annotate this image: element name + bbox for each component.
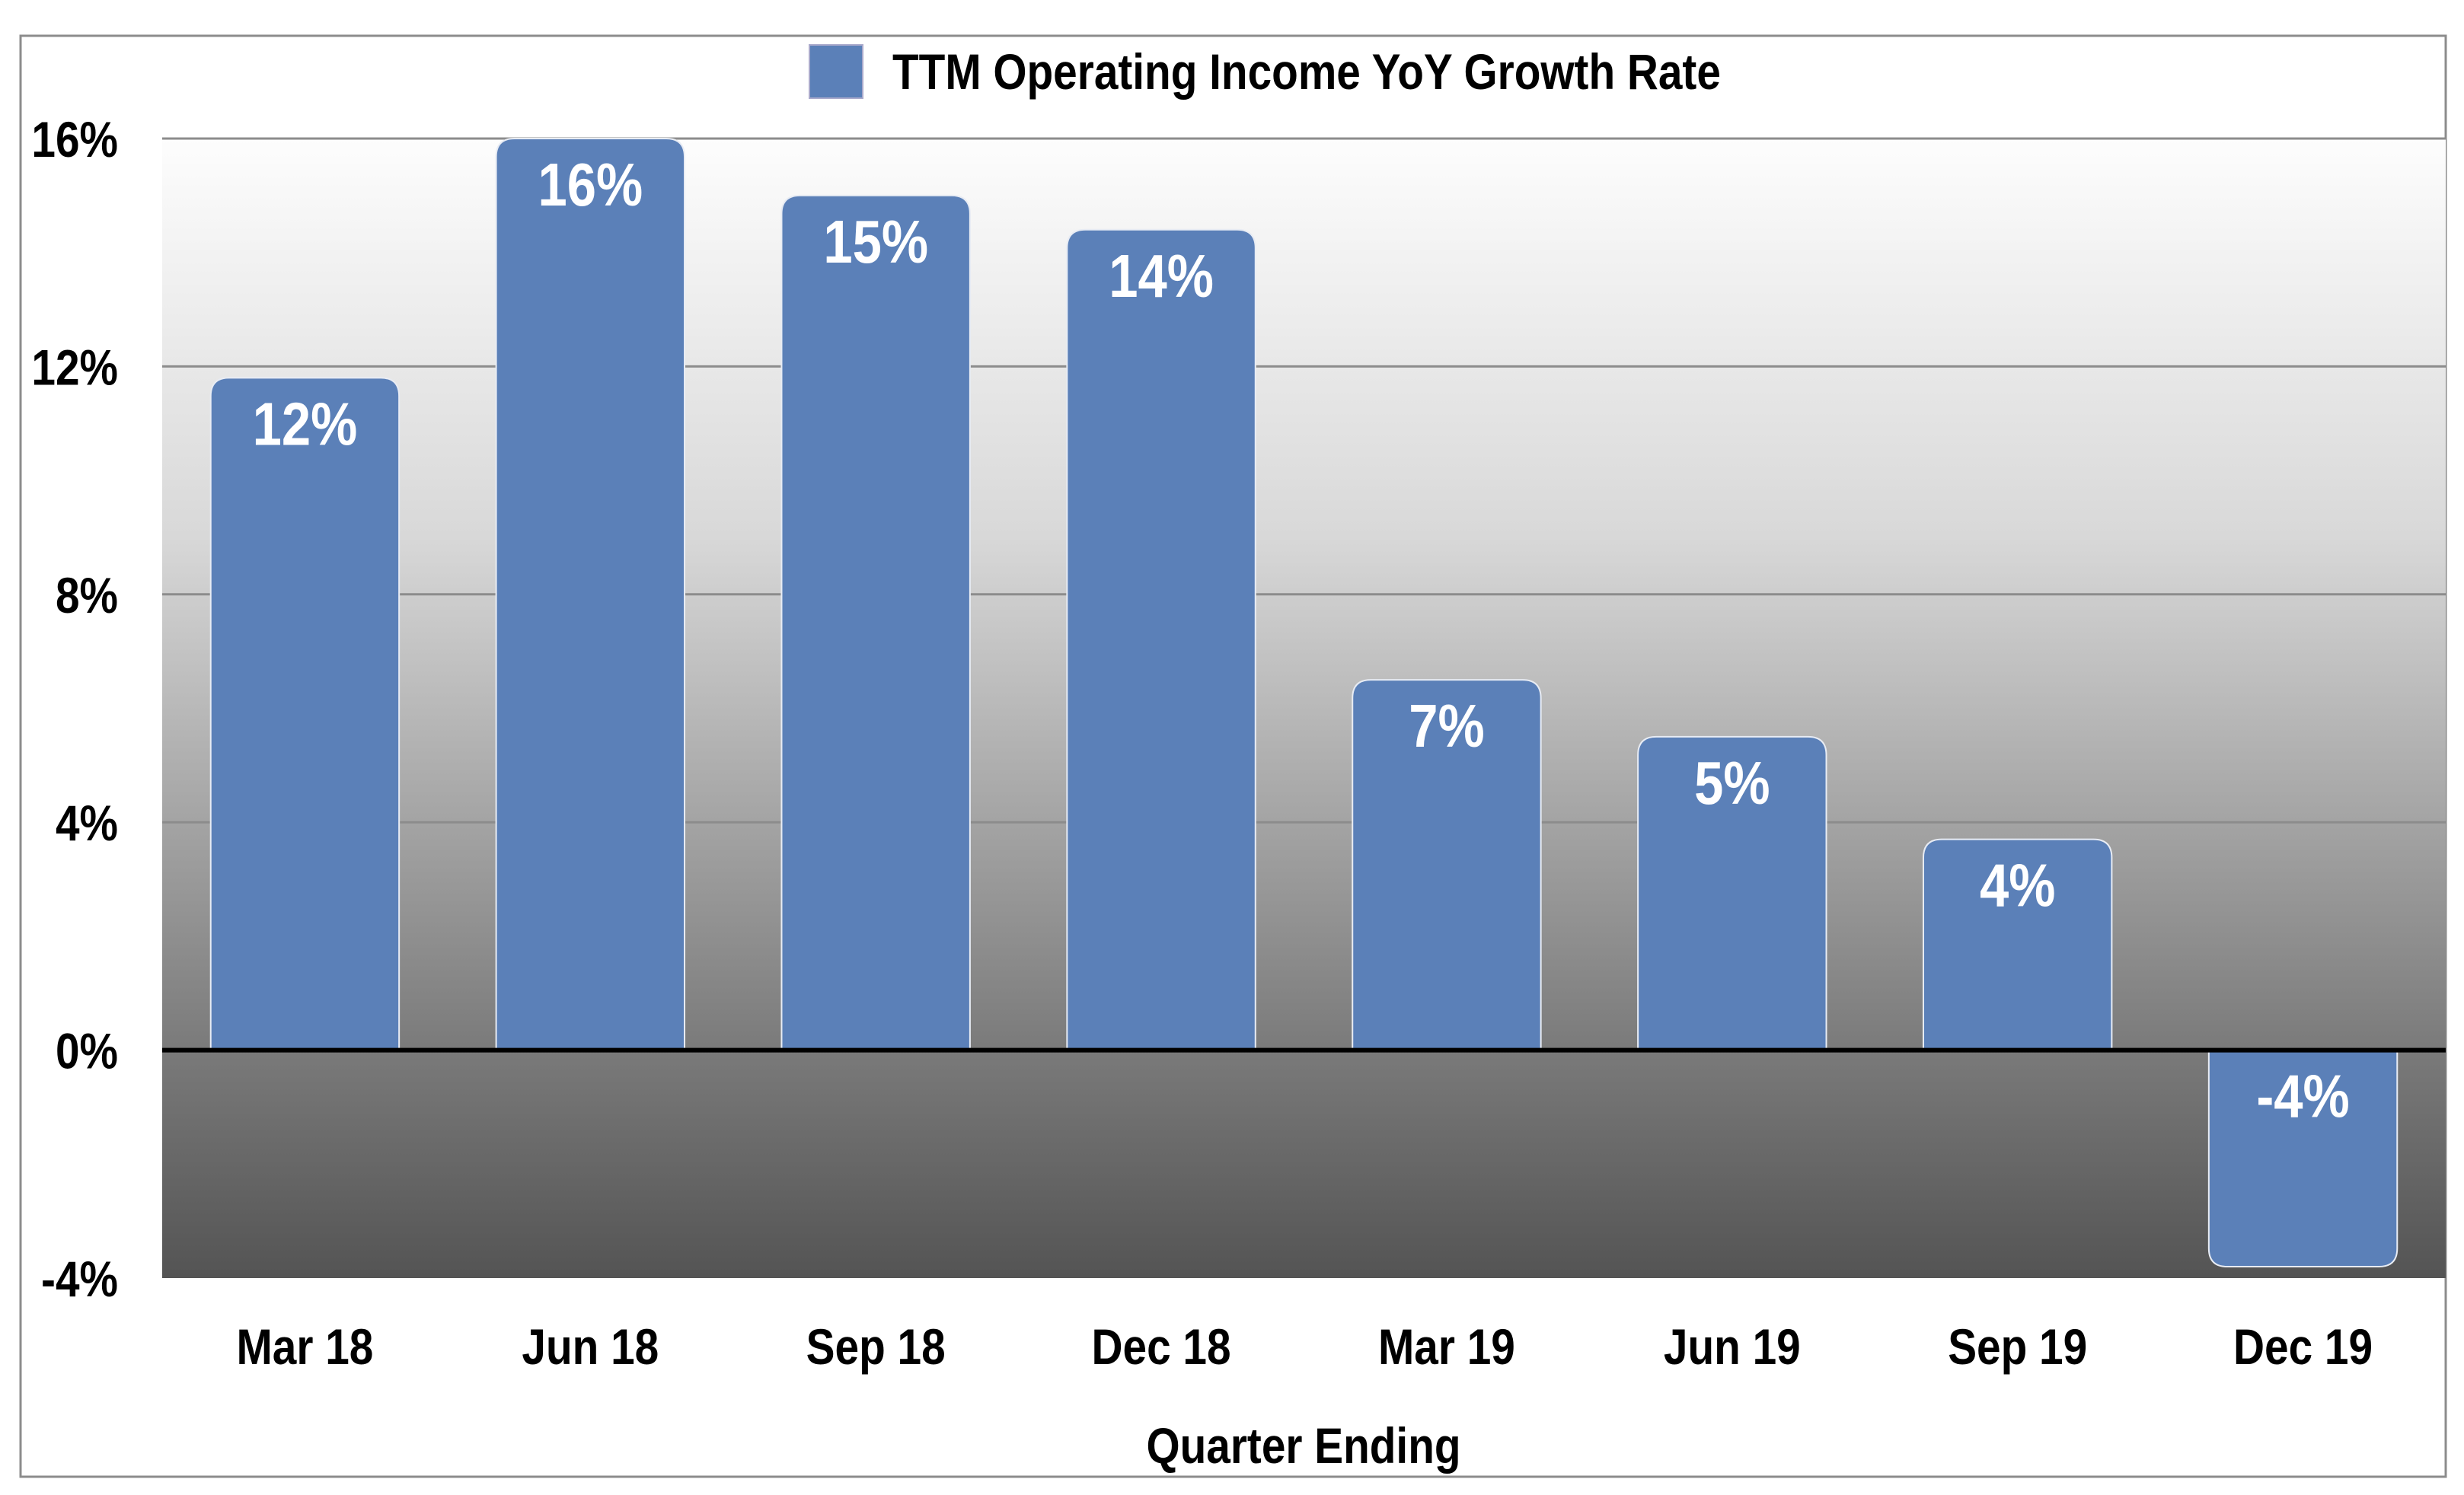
bar [780,194,971,1051]
x-axis-title: Quarter Ending [1146,1418,1460,1474]
legend: TTM Operating Income YoY Growth Rate [809,44,1721,100]
bar [495,138,686,1051]
legend-label: TTM Operating Income YoY Growth Rate [892,44,1721,100]
data-label: 12% [253,389,358,457]
y-tick-label: 8% [56,568,118,624]
x-tick-label: Jun 19 [1664,1319,1801,1375]
y-tick-label: -4% [41,1251,118,1308]
data-label: 14% [1109,241,1214,310]
data-label: 7% [1409,691,1484,760]
x-tick-label: Dec 19 [2233,1319,2373,1375]
data-label: 4% [1980,851,2055,920]
bar [1352,679,1542,1051]
data-label: 5% [1694,748,1770,817]
bar [1637,735,1827,1051]
bar [1066,228,1256,1051]
data-label: -4% [2256,1062,2349,1130]
y-tick-label: 16% [31,112,118,168]
bar [1922,838,2113,1051]
x-tick-label: Sep 18 [806,1319,946,1375]
x-tick-label: Mar 18 [237,1319,374,1375]
y-tick-label: 12% [31,339,118,396]
y-tick-label: 4% [56,795,118,852]
x-tick-label: Jun 18 [522,1319,659,1375]
x-tick-label: Dec 18 [1092,1319,1231,1375]
data-label: 16% [538,150,643,218]
y-tick-label: 0% [56,1024,118,1080]
bar [2207,1049,2399,1268]
bar [209,377,401,1051]
x-tick-label: Mar 19 [1378,1319,1515,1375]
data-label: 15% [823,207,928,276]
legend-swatch [809,44,863,99]
x-tick-label: Sep 19 [1948,1319,2087,1375]
